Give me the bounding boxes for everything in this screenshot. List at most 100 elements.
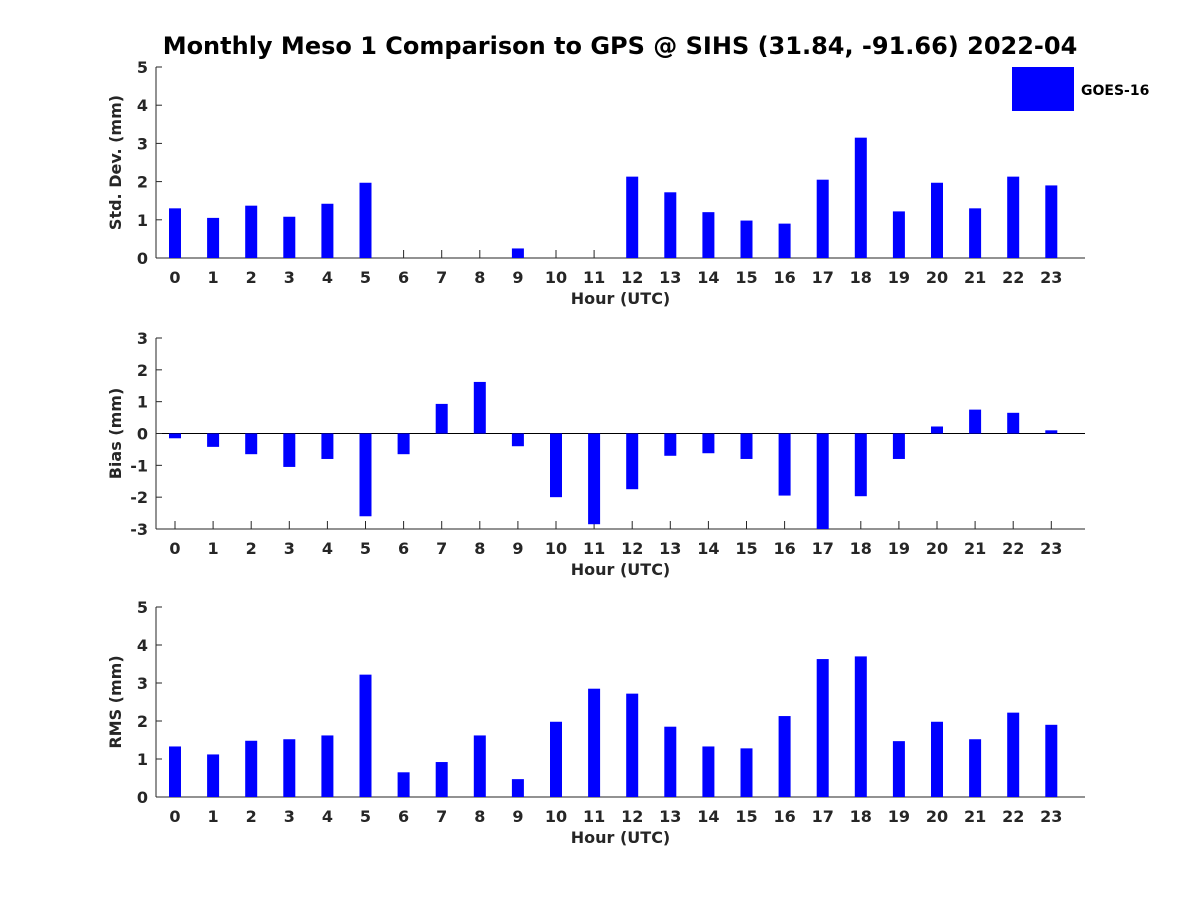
x-tick-label: 13 [659,268,681,287]
bar-hour-17 [816,433,829,529]
y-tick-label: 1 [137,750,148,769]
bar-hour-7 [435,403,448,434]
bar-hour-19 [892,211,905,258]
bar-hour-17 [816,179,829,258]
x-tick-label: 16 [773,268,795,287]
x-tick-label: 23 [1040,539,1062,558]
x-tick-label: 20 [926,268,948,287]
bar-hour-1 [207,433,220,447]
x-tick-label: 8 [474,807,485,826]
bar-hour-15 [740,433,753,459]
y-tick-label: 2 [137,361,148,380]
x-tick-label: 12 [621,539,643,558]
y-tick-label: 3 [137,674,148,693]
x-tick-label: 2 [246,268,257,287]
bar-hour-9 [511,779,524,797]
bar-hour-1 [207,217,220,258]
bar-hour-15 [740,748,753,797]
x-tick-label: 17 [812,807,834,826]
x-tick-label: 7 [436,539,447,558]
x-tick-label: 12 [621,268,643,287]
bar-hour-12 [626,693,639,797]
y-tick-label: 5 [137,58,148,77]
x-tick-label: 21 [964,268,986,287]
bar-hour-0 [169,746,181,797]
x-tick-label: 14 [697,807,719,826]
x-tick-label: 0 [169,539,180,558]
x-tick-label: 20 [926,807,948,826]
x-tick-label: 6 [398,268,409,287]
legend-swatch [1012,67,1074,111]
bar-hour-8 [473,735,486,797]
x-tick-label: 21 [964,539,986,558]
x-tick-label: 18 [850,807,872,826]
bar-hour-14 [702,212,715,258]
bar-hour-15 [740,220,753,258]
x-tick-label: 19 [888,268,910,287]
x-tick-label: 0 [169,807,180,826]
bar-hour-5 [359,674,372,797]
x-tick-label: 2 [246,539,257,558]
y-tick-label: 5 [137,598,148,617]
x-tick-label: 13 [659,539,681,558]
x-tick-label: 7 [436,268,447,287]
bar-hour-21 [969,739,982,797]
bar-hour-23 [1045,724,1058,797]
bar-hour-14 [702,433,715,454]
y-axis-label: Bias (mm) [106,388,125,480]
bar-hour-11 [588,688,601,797]
bar-hour-6 [397,433,410,455]
x-tick-label: 3 [284,539,295,558]
x-tick-label: 18 [850,268,872,287]
bar-hour-20 [931,721,943,797]
y-tick-label: 4 [137,636,148,655]
y-axis-label: Std. Dev. (mm) [106,95,125,230]
x-tick-label: 9 [512,268,523,287]
x-tick-label: 19 [888,539,910,558]
y-tick-label: -1 [130,456,148,475]
x-tick-label: 8 [474,268,485,287]
x-tick-label: 4 [322,268,333,287]
bar-hour-13 [664,192,677,258]
x-tick-label: 23 [1040,268,1062,287]
y-tick-label: 3 [137,134,148,153]
x-tick-label: 16 [773,539,795,558]
bar-hour-4 [321,433,334,459]
x-tick-label: 0 [169,268,180,287]
bar-hour-21 [969,409,982,434]
x-tick-label: 12 [621,807,643,826]
x-tick-label: 9 [512,807,523,826]
y-tick-label: 3 [137,329,148,348]
bar-hour-5 [359,182,372,258]
x-tick-label: 11 [583,539,605,558]
legend-label: GOES-16 [1081,83,1149,99]
x-tick-label: 17 [812,539,834,558]
x-tick-label: 9 [512,539,523,558]
bar-hour-22 [1007,176,1020,258]
bar-hour-5 [359,433,372,517]
x-tick-label: 3 [284,807,295,826]
x-tick-label: 14 [697,539,719,558]
x-tick-label: 22 [1002,268,1024,287]
x-tick-label: 1 [208,807,219,826]
y-tick-label: 1 [137,393,148,412]
x-tick-label: 16 [773,807,795,826]
y-tick-label: 2 [137,712,148,731]
bar-hour-8 [473,381,486,434]
x-tick-label: 18 [850,539,872,558]
x-tick-label: 10 [545,807,567,826]
bar-hour-17 [816,659,829,797]
bar-hour-7 [435,762,448,797]
x-tick-label: 14 [697,268,719,287]
bar-hour-1 [207,754,220,797]
bar-hour-13 [664,433,677,456]
x-tick-label: 4 [322,807,333,826]
bar-hour-2 [245,205,258,258]
bar-hour-23 [1045,430,1058,434]
y-tick-label: 4 [137,96,148,115]
x-tick-label: 6 [398,539,409,558]
figure-title: Monthly Meso 1 Comparison to GPS @ SIHS … [163,32,1078,60]
bar-hour-18 [854,656,867,797]
